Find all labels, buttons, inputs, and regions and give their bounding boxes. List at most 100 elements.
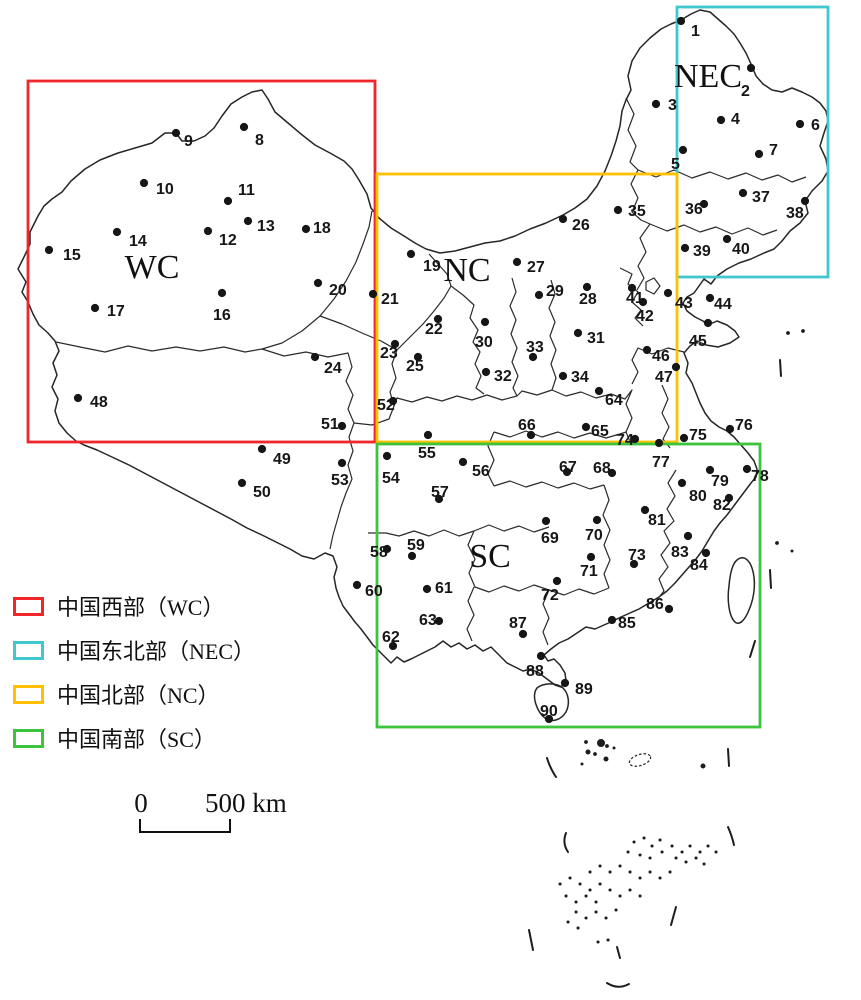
station-dot-49 — [257, 444, 267, 454]
station-dot-72 — [552, 576, 562, 586]
station-label-72: 72 — [541, 587, 559, 604]
station-dot-16 — [217, 288, 227, 298]
station-label-9: 9 — [184, 133, 193, 150]
station-label-22: 22 — [425, 321, 443, 338]
station-dot-68 — [607, 468, 617, 478]
station-label-56: 56 — [472, 463, 490, 480]
station-label-48: 48 — [90, 394, 108, 411]
station-dot-23 — [390, 339, 400, 349]
station-label-42: 42 — [636, 308, 654, 325]
station-label-20: 20 — [329, 282, 347, 299]
station-label-24: 24 — [324, 360, 342, 377]
station-label-38: 38 — [786, 205, 804, 222]
station-dot-34 — [558, 371, 568, 381]
station-dot-85 — [607, 615, 617, 625]
station-label-45: 45 — [689, 333, 707, 350]
region-label-wc: WC — [125, 249, 180, 286]
station-dot-31 — [573, 328, 583, 338]
station-dot-30 — [480, 317, 490, 327]
station-label-73: 73 — [628, 547, 646, 564]
station-dot-58 — [382, 544, 392, 554]
station-label-80: 80 — [689, 488, 707, 505]
station-label-4: 4 — [731, 111, 740, 128]
station-label-18: 18 — [313, 220, 331, 237]
station-dot-28 — [582, 282, 592, 292]
station-label-36: 36 — [685, 201, 703, 218]
region-label-nec: NEC — [674, 58, 742, 95]
legend-label-nc: 中国北部（NC） — [57, 683, 220, 708]
region-boxes — [26, 5, 830, 729]
station-label-79: 79 — [711, 473, 729, 490]
station-dot-78 — [742, 464, 752, 474]
station-dot-50 — [237, 478, 247, 488]
station-label-82: 82 — [713, 497, 731, 514]
station-label-55: 55 — [418, 445, 436, 462]
station-dot-19 — [406, 249, 416, 259]
station-label-85: 85 — [618, 615, 636, 632]
station-dot-84 — [701, 548, 711, 558]
legend-item-nec: 中国东北部（NEC） — [13, 628, 255, 672]
station-dot-18 — [301, 224, 311, 234]
legend-label-sc: 中国南部（SC） — [57, 727, 216, 752]
station-label-8: 8 — [255, 132, 264, 149]
station-dot-8 — [239, 122, 249, 132]
station-label-50: 50 — [253, 484, 271, 501]
station-dot-52 — [388, 396, 398, 406]
station-label-26: 26 — [572, 217, 590, 234]
region-box-wc — [26, 79, 377, 444]
station-dot-47 — [671, 362, 681, 372]
station-dot-20 — [313, 278, 323, 288]
nc-swatch — [13, 684, 44, 704]
region-box-sc — [375, 442, 762, 729]
station-label-21: 21 — [381, 291, 399, 308]
legend-label-wc: 中国西部（WC） — [57, 595, 225, 620]
station-dot-21 — [368, 289, 378, 299]
island-specks — [528, 329, 805, 988]
station-label-46: 46 — [652, 348, 670, 365]
station-label-2: 2 — [741, 83, 750, 100]
scale-zero-label: 0 — [134, 788, 148, 818]
station-dot-53 — [337, 458, 347, 468]
station-label-51: 51 — [321, 416, 339, 433]
station-dot-25 — [413, 352, 423, 362]
station-label-19: 19 — [423, 258, 441, 275]
scale-distance-label: 500 km — [205, 788, 287, 818]
station-label-12: 12 — [219, 232, 237, 249]
legend-item-wc: 中国西部（WC） — [13, 584, 255, 628]
station-dot-13 — [243, 216, 253, 226]
station-dot-65 — [581, 422, 591, 432]
station-label-31: 31 — [587, 330, 605, 347]
region-box-nec — [675, 5, 830, 279]
station-dot-45 — [703, 318, 713, 328]
station-dot-54 — [382, 451, 392, 461]
station-dot-39 — [680, 243, 690, 253]
station-dot-29 — [534, 290, 544, 300]
region-label-nc: NC — [443, 252, 490, 289]
station-label-89: 89 — [575, 681, 593, 698]
station-dot-26 — [558, 214, 568, 224]
hainan-island — [533, 683, 570, 722]
station-dot-40 — [722, 234, 732, 244]
station-dot-1 — [676, 16, 686, 26]
station-label-13: 13 — [257, 218, 275, 235]
station-dot-82 — [724, 493, 734, 503]
region-label-sc: SC — [469, 538, 511, 575]
station-label-81: 81 — [648, 512, 666, 529]
station-dot-74 — [630, 434, 640, 444]
station-dot-88 — [536, 651, 546, 661]
station-dot-62 — [388, 641, 398, 651]
station-label-14: 14 — [129, 233, 147, 250]
station-label-69: 69 — [541, 530, 559, 547]
station-label-11: 11 — [238, 182, 255, 199]
station-dot-46 — [642, 345, 652, 355]
station-label-23: 23 — [380, 345, 398, 362]
station-label-58: 58 — [370, 544, 388, 561]
station-dot-80 — [677, 478, 687, 488]
station-label-34: 34 — [571, 369, 589, 386]
station-label-5: 5 — [671, 156, 680, 173]
station-dot-32 — [481, 367, 491, 377]
station-dot-9 — [171, 128, 181, 138]
station-label-29: 29 — [546, 283, 564, 300]
